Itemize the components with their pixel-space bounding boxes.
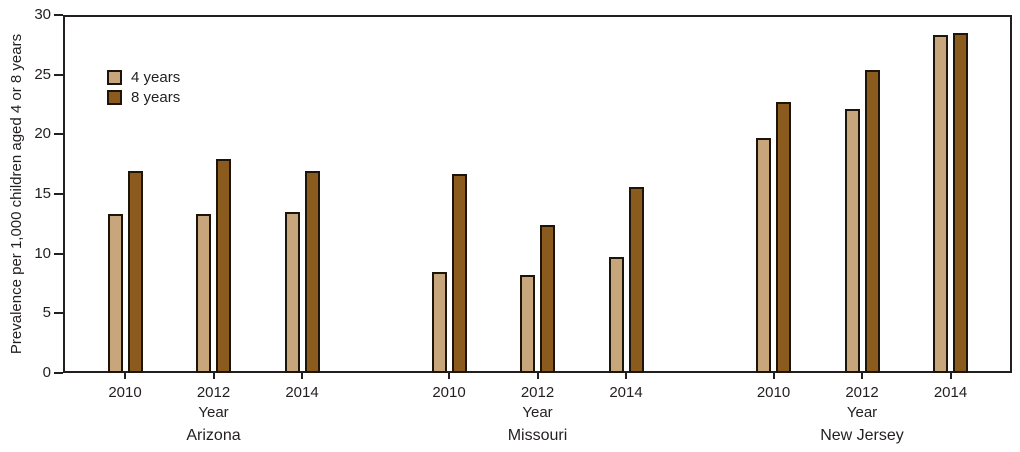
y-axis-tick <box>54 252 63 255</box>
x-axis-year-label-missouri-2012: 2012 <box>520 384 555 401</box>
bar-arizona-2014-8-years <box>304 171 320 373</box>
bar-new-jersey-2014-8-years <box>953 32 968 373</box>
bar-new-jersey-2012-8-years <box>864 69 880 373</box>
x-axis-tick <box>448 371 450 379</box>
state-group-label-arizona: Arizona <box>186 427 241 444</box>
y-axis-tick <box>54 193 63 195</box>
y-axis-tick-label: 20 <box>34 125 51 143</box>
x-axis-tick <box>301 371 303 379</box>
x-axis-tick <box>625 371 627 379</box>
bar-arizona-2010-4-years <box>107 214 123 373</box>
y-axis-tick <box>54 372 63 374</box>
legend-swatch-8-years <box>107 90 122 105</box>
bar-new-jersey-2010-8-years <box>776 102 791 373</box>
x-axis-year-label-arizona-2010: 2010 <box>108 384 142 401</box>
y-axis-tick-label: 15 <box>34 185 51 202</box>
y-axis-tick-label: 30 <box>34 6 51 23</box>
y-axis-tick-label: 0 <box>42 364 51 381</box>
bar-missouri-2014-8-years <box>628 186 644 373</box>
x-axis-year-label-arizona-2014: 2014 <box>285 384 319 401</box>
bar-new-jersey-2014-4-years <box>933 35 948 373</box>
bar-arizona-2014-4-years <box>284 211 300 373</box>
x-axis-year-label-arizona-2012: 2012 <box>196 384 231 401</box>
legend-swatch-4-years <box>107 70 122 85</box>
bar-missouri-2014-4-years <box>608 257 624 373</box>
x-axis-year-label-new-jersey-2014: 2014 <box>933 384 968 401</box>
state-group-label-missouri: Missouri <box>507 427 568 444</box>
bar-new-jersey-2010-4-years <box>756 137 771 373</box>
x-axis-tick <box>949 371 952 379</box>
bar-missouri-2012-4-years <box>520 275 535 373</box>
bar-missouri-2012-8-years <box>540 225 555 373</box>
bar-missouri-2010-8-years <box>451 173 467 373</box>
y-axis-tick <box>54 312 63 315</box>
bar-missouri-2010-4-years <box>431 271 447 373</box>
bar-new-jersey-2012-4-years <box>844 109 860 373</box>
x-axis-year-label-new-jersey-2012: 2012 <box>845 384 879 401</box>
legend-label-8-years: 8 years <box>131 89 181 106</box>
x-axis-tick <box>212 371 215 379</box>
x-axis-tick <box>124 371 126 379</box>
y-axis-tick <box>54 14 63 16</box>
x-axis-year-label-missouri-2010: 2010 <box>432 384 466 401</box>
state-group-label-new-jersey: New Jersey <box>820 427 904 444</box>
x-axis-tick <box>861 371 863 379</box>
y-axis-tick <box>54 73 63 76</box>
bar-arizona-2012-4-years <box>196 214 211 373</box>
x-axis-year-label-missouri-2014: 2014 <box>609 384 643 401</box>
bar-arizona-2010-8-years <box>127 171 143 373</box>
y-axis-tick-label: 25 <box>34 65 51 83</box>
x-axis-title-missouri: Year <box>522 404 553 421</box>
x-axis-title-arizona: Year <box>198 404 229 421</box>
x-axis-tick <box>536 371 539 379</box>
y-axis-tick-label: 5 <box>42 304 51 322</box>
x-axis-year-label-new-jersey-2010: 2010 <box>756 384 791 401</box>
legend-label-4-years: 4 years <box>131 69 181 86</box>
x-axis-tick <box>772 371 775 379</box>
y-axis-tick-label: 10 <box>34 244 51 262</box>
y-axis-tick <box>54 133 63 136</box>
bar-arizona-2012-8-years <box>216 159 231 373</box>
x-axis-title-new-jersey: Year <box>846 404 878 421</box>
